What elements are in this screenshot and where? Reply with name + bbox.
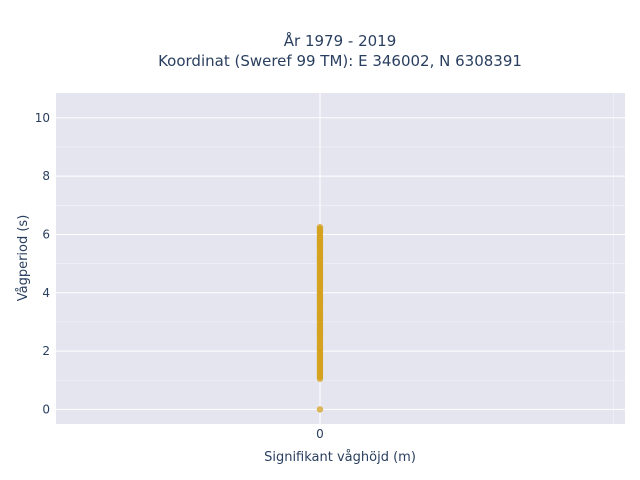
y-axis-title: Vågperiod (s) [16, 215, 31, 302]
y-tick-label: 8 [42, 169, 50, 183]
grid-lines [56, 93, 625, 424]
tick-labels: 024681000,010,020,030,040,05 [35, 111, 324, 441]
plot-area [56, 93, 625, 424]
chart-title-line1: År 1979 - 2019 [284, 31, 397, 50]
data-point [316, 223, 324, 231]
y-tick-label: 6 [42, 227, 50, 241]
data-points [316, 223, 324, 413]
y-tick-label: 0 [42, 402, 50, 416]
y-tick-label: 4 [42, 286, 50, 300]
y-tick-label: 10 [35, 111, 50, 125]
x-axis-title: Signifikant våghöjd (m) [264, 450, 416, 465]
x-tick-label: 0 [316, 427, 324, 441]
data-point [316, 406, 324, 413]
chart-title-line2: Koordinat (Sweref 99 TM): E 346002, N 63… [158, 52, 522, 70]
y-tick-label: 2 [42, 344, 50, 358]
